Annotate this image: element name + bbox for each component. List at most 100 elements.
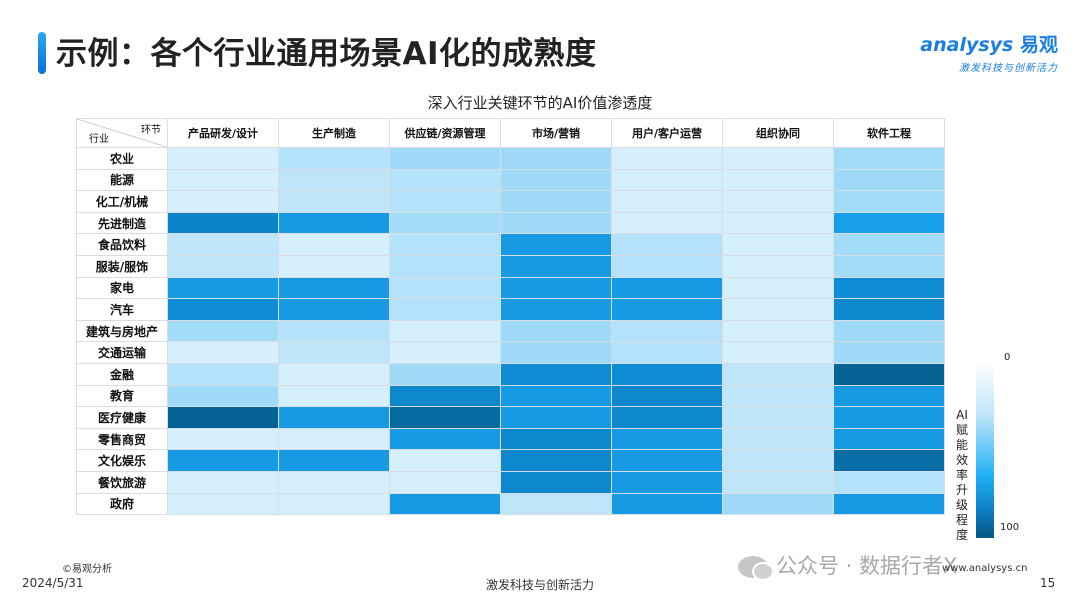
heatmap-cell [611,254,723,278]
heatmap-cell [389,211,501,235]
heatmap-row: 医疗健康 [76,406,945,429]
heatmap-cell [389,427,501,451]
heatmap-cell [500,492,612,516]
row-label: 建筑与房地产 [76,319,168,343]
heatmap-cell [389,362,501,386]
heatmap-cell [833,254,945,278]
heatmap-cell [611,211,723,235]
heatmap-cell [500,276,612,300]
heatmap-cell [833,341,945,364]
heatmap-row: 文化娱乐 [76,449,945,472]
heatmap-cell [167,319,279,343]
heatmap-row: 政府 [76,492,945,516]
source-note: ©易观分析 [62,564,112,575]
heatmap-cell [167,406,279,429]
heatmap-cell [611,384,723,408]
heatmap-cell [611,470,723,494]
heatmap-cell [722,427,834,451]
row-label: 家电 [76,276,168,300]
column-header: 用户/客户运营 [611,118,723,148]
heatmap-cell [389,492,501,516]
heatmap-cell [167,470,279,494]
heatmap-cell [278,406,390,429]
logo-tagline: 激发科技与创新活力 [959,63,1058,74]
heatmap-cell [278,233,390,256]
logo-cn: 易观 [1019,34,1058,56]
heatmap-cell [833,276,945,300]
heatmap-table: 环节 行业 产品研发/设计 生产制造 供应链/资源管理 市场/营销 用户/客户运营 组织协… [76,118,945,516]
heatmap-cell [389,298,501,321]
heatmap-row: 家电 [76,276,945,300]
row-label: 医疗健康 [76,406,168,429]
heatmap-cell [833,362,945,386]
heatmap-cell [389,470,501,494]
heatmap-row: 建筑与房地产 [76,319,945,343]
row-label: 餐饮旅游 [76,470,168,494]
heatmap-cell [500,427,612,451]
column-header: 市场/营销 [500,118,612,148]
column-header: 软件工程 [833,118,945,148]
heatmap-cell [833,233,945,256]
heatmap-cell [833,384,945,408]
row-label: 文化娱乐 [76,449,168,472]
color-legend-bar [976,362,994,538]
heatmap-row: 零售商贸 [76,427,945,451]
watermark: 公众号 · 数据行者X [738,550,957,581]
heatmap-cell [167,427,279,451]
heatmap-cell [722,470,834,494]
heatmap-cell [611,406,723,429]
row-label: 政府 [76,492,168,516]
heatmap-cell [722,168,834,192]
heatmap-cell [722,190,834,213]
heatmap-cell [389,190,501,213]
heatmap-cell [833,211,945,235]
footer-date: 2024/5/31 [22,576,84,590]
heatmap-cell [389,276,501,300]
legend-title: AI赋能效率升级程度 [955,408,968,542]
heatmap-cell [500,319,612,343]
heatmap-cell [278,147,390,170]
heatmap-cell [500,384,612,408]
heatmap-cell [278,449,390,472]
heatmap-cell [500,168,612,192]
heatmap-cell [500,341,612,364]
heatmap-cell [500,406,612,429]
heatmap-cell [611,276,723,300]
heatmap-row: 化工/机械 [76,190,945,213]
heatmap-cell [611,341,723,364]
heatmap-cell [833,190,945,213]
heatmap-cell [611,233,723,256]
page-number: 15 [1040,576,1056,590]
heatmap-cell [278,319,390,343]
heatmap-cell [611,168,723,192]
heatmap-cell [389,384,501,408]
row-label: 金融 [76,362,168,386]
column-header: 供应链/资源管理 [389,118,501,148]
heatmap-cell [722,341,834,364]
row-label: 交通运输 [76,341,168,364]
heatmap-cell [833,168,945,192]
heatmap-cell [722,449,834,472]
heatmap-row: 能源 [76,168,945,192]
heatmap-row: 服装/服饰 [76,254,945,278]
brand-logo: analysys 易观 激发科技与创新活力 [920,30,1058,74]
heatmap-cell [722,298,834,321]
heatmap-cell [278,276,390,300]
heatmap-row: 汽车 [76,298,945,321]
heatmap-cell [500,470,612,494]
heatmap-cell [167,233,279,256]
heatmap-cell [167,254,279,278]
heatmap-cell [278,492,390,516]
heatmap-cell [500,362,612,386]
heatmap-cell [500,233,612,256]
heatmap-cell [500,211,612,235]
heatmap-cell [722,384,834,408]
heatmap-row: 先进制造 [76,211,945,235]
heatmap-cell [611,492,723,516]
heatmap-cell [833,406,945,429]
heatmap-cell [611,298,723,321]
heatmap-cell [500,449,612,472]
heatmap-cell [611,427,723,451]
heatmap-cell [389,233,501,256]
heatmap-row: 食品饮料 [76,233,945,256]
